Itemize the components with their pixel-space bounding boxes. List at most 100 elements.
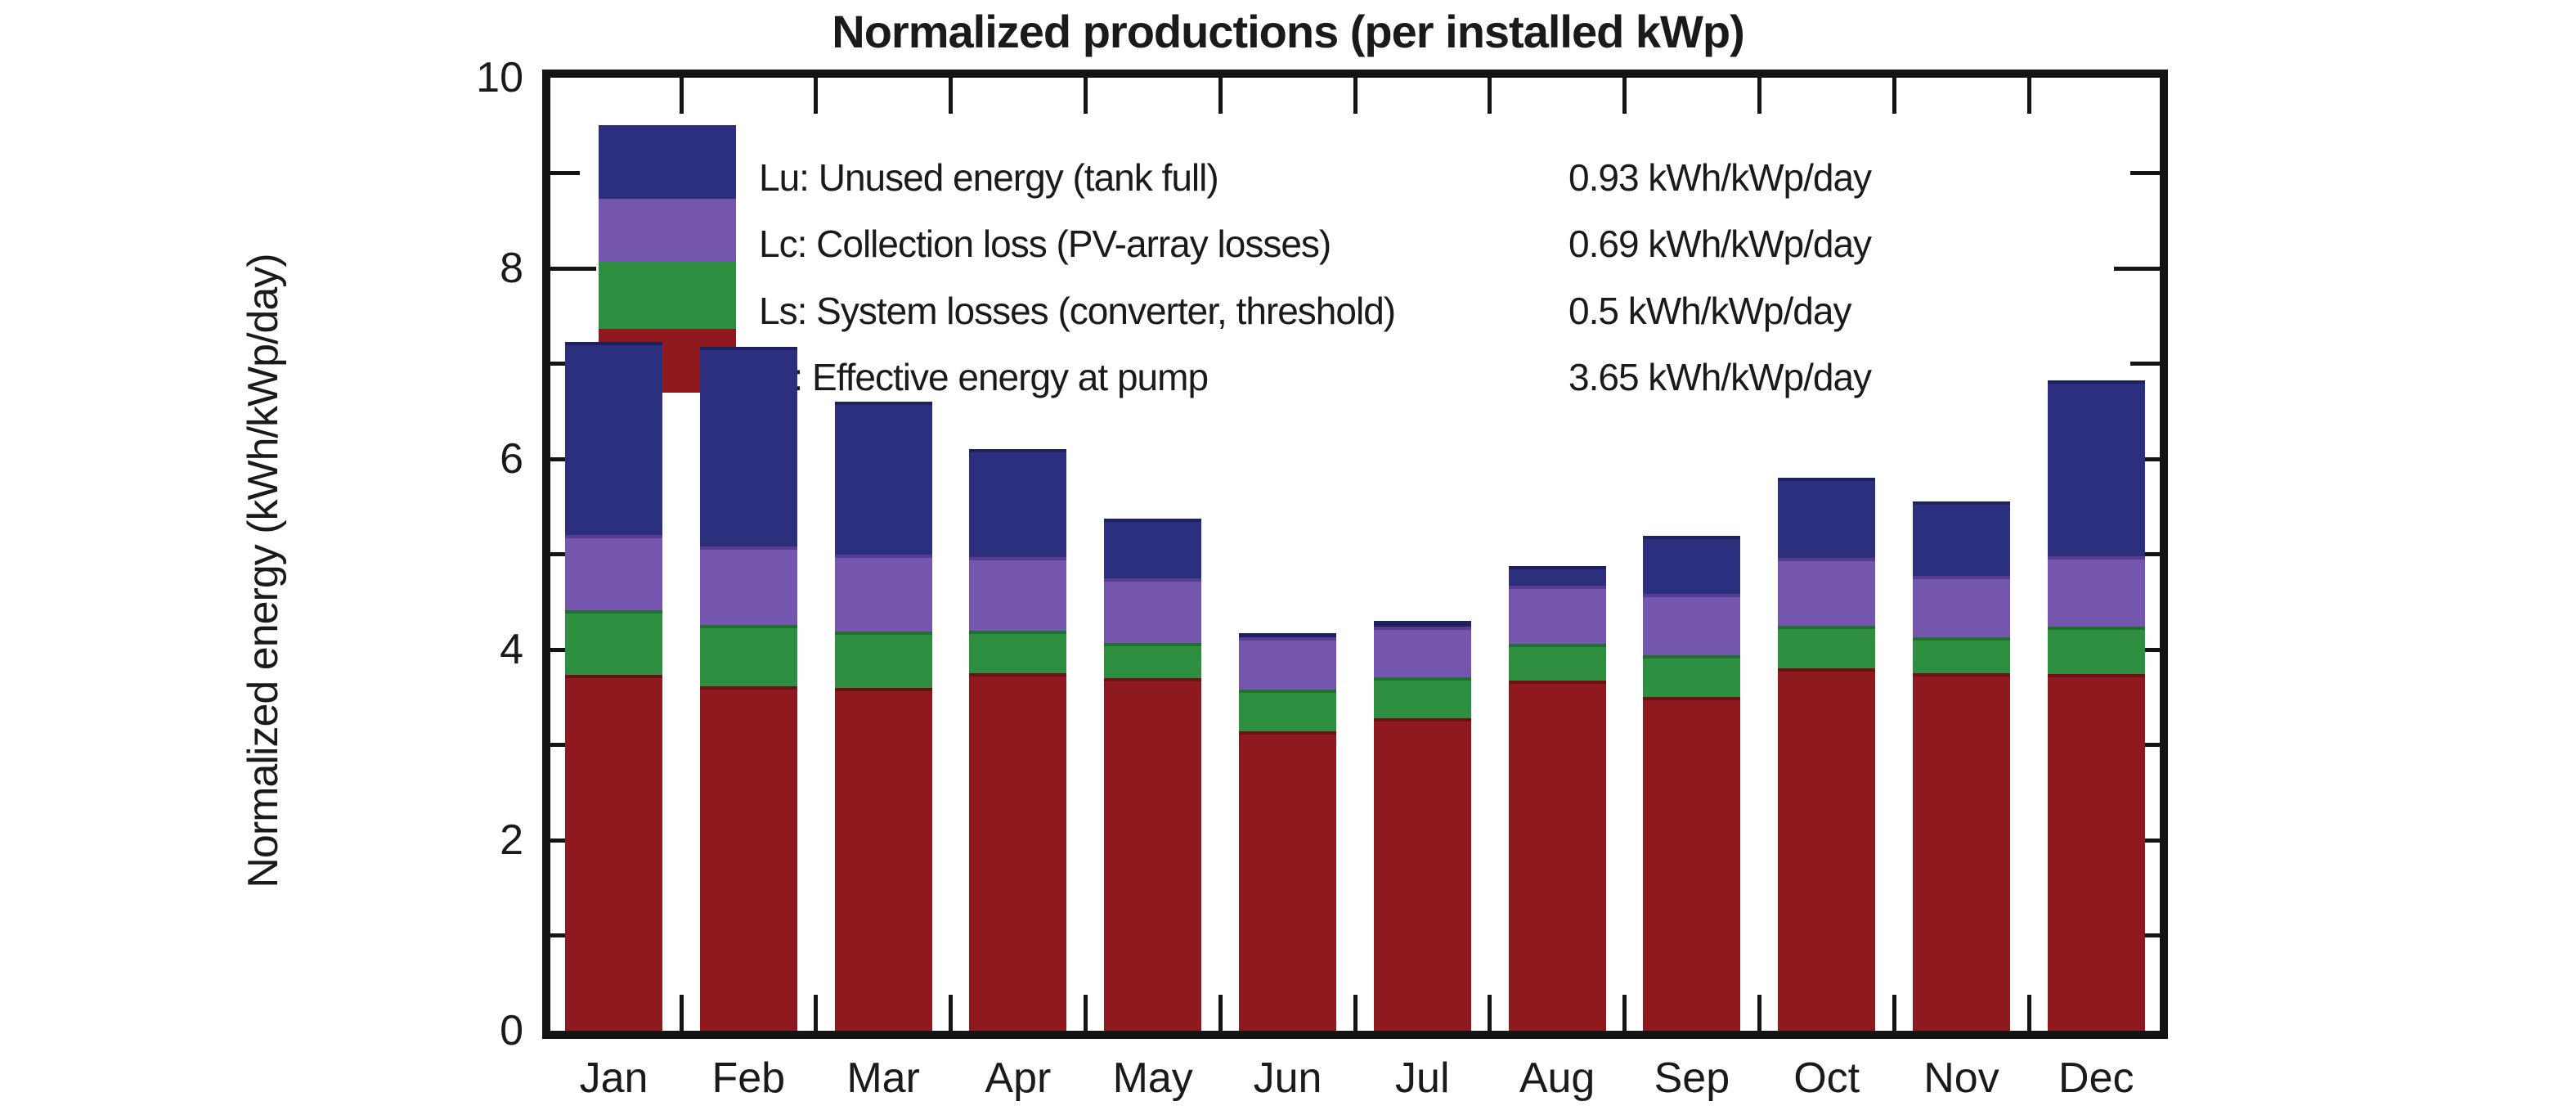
- bar-segment: [1239, 633, 1336, 637]
- x-axis-tick: [1892, 995, 1896, 1031]
- x-axis-tick: [2026, 78, 2031, 114]
- bar-segment: [1643, 655, 1741, 698]
- bar-segment: [1239, 636, 1336, 690]
- bar-segment: [2047, 627, 2145, 675]
- x-axis-tick: [1488, 995, 1492, 1031]
- bar-segment: [1778, 478, 1876, 559]
- x-axis-tick: [679, 78, 684, 114]
- bar-segment: [699, 346, 797, 547]
- x-axis-tick: [814, 995, 819, 1031]
- bar-segment: [1643, 697, 1741, 1031]
- y-tick-label: 0: [500, 1007, 523, 1054]
- bar-segment: [1913, 576, 2010, 637]
- y-axis-tick: [550, 266, 596, 271]
- bar-segment: [565, 341, 662, 536]
- legend-label-vf: Vf: Effective energy at pump: [759, 356, 1209, 398]
- bar-segment: [1913, 673, 2010, 1031]
- bar-segment: [1104, 642, 1202, 678]
- legend-swatch-1: [599, 199, 736, 262]
- x-axis-tick: [1892, 78, 1896, 114]
- bar-segment: [834, 687, 932, 1031]
- x-axis-tick: [1353, 995, 1358, 1031]
- bar-oct: [1778, 78, 1876, 1031]
- legend-label-lc: Lc: Collection loss (PV-array losses): [759, 223, 1331, 265]
- x-axis-tick: [1488, 78, 1492, 114]
- month-label-nov: Nov: [1923, 1054, 1999, 1102]
- y-axis-tick: [2130, 743, 2160, 747]
- bar-segment: [834, 402, 932, 555]
- bar-apr: [969, 78, 1067, 1031]
- bar-segment: [1373, 627, 1471, 677]
- bar-segment: [699, 546, 797, 625]
- month-label-jun: Jun: [1253, 1054, 1322, 1102]
- bar-segment: [969, 557, 1067, 631]
- y-tick-label: 6: [500, 435, 523, 483]
- x-axis-tick: [1083, 78, 1088, 114]
- bar-segment: [1778, 668, 1876, 1031]
- bar-segment: [969, 449, 1067, 557]
- y-axis-tick: [2114, 266, 2160, 271]
- x-axis-tick: [1353, 78, 1358, 114]
- y-axis-tick: [2130, 552, 2160, 556]
- x-axis-tick: [949, 78, 954, 114]
- x-axis-tick: [2026, 995, 2031, 1031]
- y-axis-tick: [2130, 933, 2160, 937]
- month-label-may: May: [1112, 1054, 1193, 1102]
- y-tick-label: 2: [500, 816, 523, 864]
- bar-aug: [1508, 78, 1606, 1031]
- bar-segment: [969, 673, 1067, 1031]
- bar-segment: [1373, 621, 1471, 627]
- bar-segment: [834, 554, 932, 632]
- bar-jun: [1239, 78, 1336, 1031]
- y-axis-label: Normalized energy (kWh/kWp/day): [240, 254, 287, 888]
- legend-label-ls: Ls: System losses (converter, threshold): [759, 290, 1396, 332]
- bar-segment: [699, 686, 797, 1031]
- x-axis-tick: [1218, 78, 1223, 114]
- bar-segment: [1778, 625, 1876, 669]
- month-label-jul: Jul: [1395, 1054, 1450, 1102]
- x-axis-tick: [949, 995, 954, 1031]
- bars-layer: [550, 78, 2160, 1031]
- bar-segment: [969, 630, 1067, 674]
- y-axis-tick: [2130, 171, 2160, 175]
- bar-segment: [2047, 674, 2145, 1031]
- chart-title: Normalized productions (per installed kW…: [832, 6, 1744, 57]
- legend-value-lu: 0.93 kWh/kWp/day: [1568, 156, 1872, 199]
- y-tick-label: 8: [500, 245, 523, 292]
- plot-area: [542, 70, 2168, 1039]
- bar-segment: [565, 675, 662, 1031]
- bar-segment: [565, 535, 662, 611]
- bar-jan: [565, 78, 662, 1031]
- legend-value-ls: 0.5 kWh/kWp/day: [1568, 290, 1851, 332]
- legend-value-lc: 0.69 kWh/kWp/day: [1568, 223, 1872, 265]
- bar-feb: [699, 78, 797, 1031]
- bar-segment: [1373, 677, 1471, 718]
- bar-may: [1104, 78, 1202, 1031]
- bar-segment: [1508, 565, 1606, 586]
- bar-segment: [1508, 644, 1606, 681]
- month-label-apr: Apr: [985, 1054, 1052, 1102]
- x-axis-tick: [1622, 995, 1627, 1031]
- bar-segment: [2047, 380, 2145, 556]
- bar-segment: [565, 610, 662, 676]
- legend-swatch-2: [599, 262, 736, 329]
- bar-segment: [1239, 731, 1336, 1031]
- bar-mar: [834, 78, 932, 1031]
- bar-segment: [1508, 585, 1606, 645]
- bar-segment: [834, 631, 932, 688]
- bar-segment: [1239, 689, 1336, 732]
- month-label-dec: Dec: [2058, 1054, 2134, 1102]
- bar-dec: [2047, 78, 2145, 1031]
- month-label-mar: Mar: [846, 1054, 920, 1102]
- bar-segment: [1373, 717, 1471, 1031]
- y-axis-tick: [2130, 362, 2160, 366]
- bar-segment: [1913, 501, 2010, 577]
- x-axis-tick: [814, 78, 819, 114]
- legend-swatch-0: [599, 125, 736, 199]
- bar-segment: [1104, 578, 1202, 643]
- bar-jul: [1373, 78, 1471, 1031]
- bar-segment: [2047, 555, 2145, 627]
- month-label-aug: Aug: [1519, 1054, 1595, 1102]
- bar-nov: [1913, 78, 2010, 1031]
